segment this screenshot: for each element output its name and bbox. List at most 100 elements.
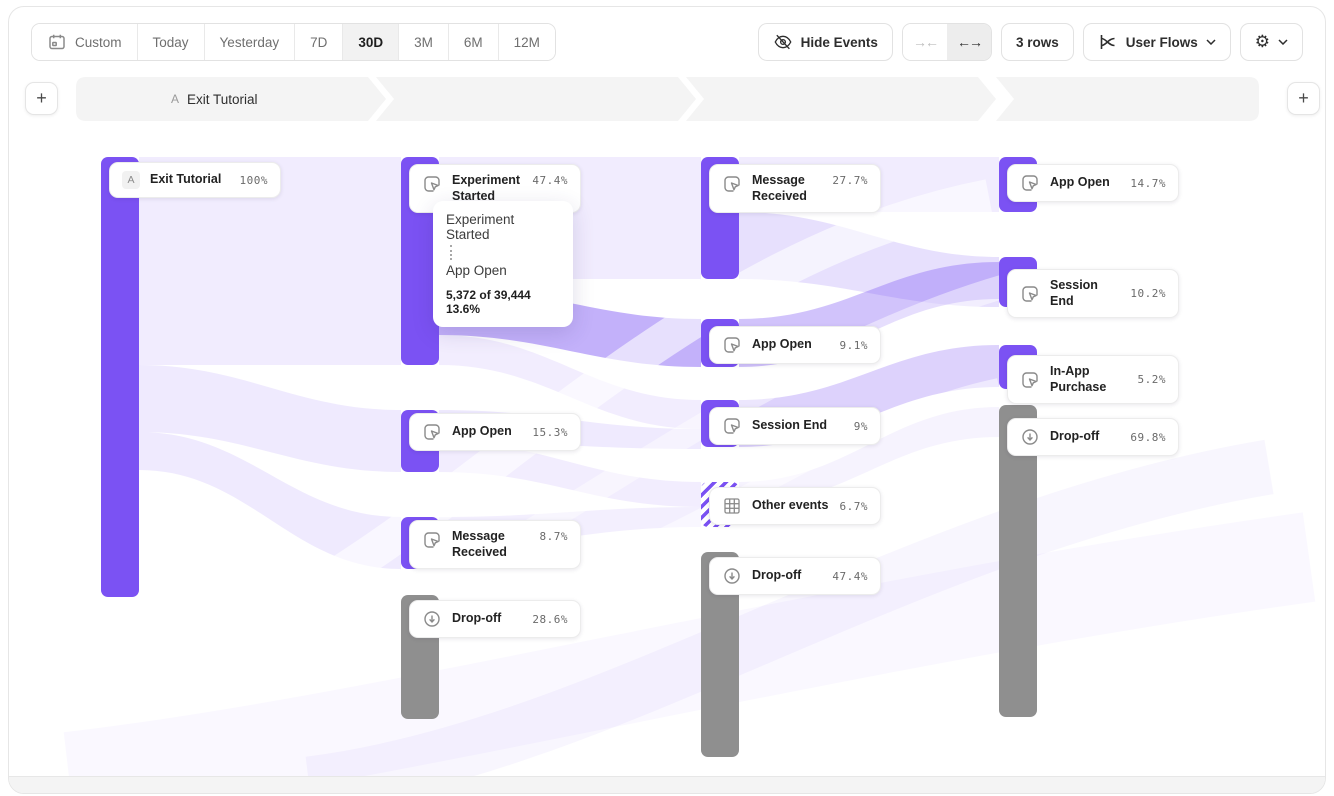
flow-node-bar-dropoff-4[interactable] [999, 405, 1037, 717]
column-width-toggle: →← ←→ [901, 23, 992, 61]
flow-node-card-session-end-4[interactable]: Session End 10.2% [1007, 269, 1179, 319]
collapse-columns-icon[interactable]: →← [902, 24, 947, 60]
node-label: In-App Purchase [1050, 364, 1107, 394]
flow-node-card-app-open-3[interactable]: App Open 9.1% [709, 326, 881, 364]
date-range-selector: Custom Today Yesterday 7D 30D 3M 6M 12M [31, 23, 556, 61]
node-percent: 9% [853, 419, 868, 433]
node-label: Session End [752, 418, 828, 433]
horizontal-scrollbar-track[interactable] [9, 776, 1325, 793]
node-percent: 6.7% [839, 499, 868, 513]
steps-row: + A Exit Tutorial + [9, 77, 1325, 121]
tooltip-detail: 5,372 of 39,444 13.6% [446, 288, 531, 316]
tooltip-source-event: Experiment Started [446, 212, 515, 242]
date-range-label: 12M [513, 34, 540, 50]
node-label: Drop-off [452, 611, 502, 626]
node-label: App Open [1050, 175, 1110, 190]
node-label: Message Received [452, 529, 507, 559]
view-type-dropdown[interactable]: User Flows [1082, 23, 1231, 61]
flow-node-card-app-open-2[interactable]: App Open 15.3% [409, 413, 581, 451]
node-percent: 100% [239, 173, 268, 187]
step-name: Exit Tutorial [187, 91, 258, 107]
link-tooltip: Experiment Started App Open 5,372 of 39,… [433, 201, 573, 327]
add-step-before-button[interactable]: + [25, 82, 58, 115]
tooltip-target-event: App Open [446, 263, 507, 278]
event-icon [724, 176, 740, 192]
drop-off-icon [1022, 429, 1038, 445]
node-percent: 47.4% [832, 569, 868, 583]
date-range-7d[interactable]: 7D [295, 24, 344, 60]
drop-off-icon [724, 568, 740, 584]
flow-node-card-other-events-3[interactable]: Other events 6.7% [709, 487, 881, 525]
event-icon [1022, 175, 1038, 191]
flow-node-card-dropoff-3[interactable]: Drop-off 47.4% [709, 557, 881, 595]
event-icon [724, 418, 740, 434]
app-frame: Custom Today Yesterday 7D 30D 3M 6M 12M … [8, 6, 1326, 794]
node-label: Experiment Started [452, 173, 521, 203]
flow-node-card-dropoff-4[interactable]: Drop-off 69.8% [1007, 418, 1179, 456]
date-range-label: 7D [310, 34, 328, 50]
flow-node-card-dropoff-2[interactable]: Drop-off 28.6% [409, 600, 581, 638]
date-range-label: Today [152, 34, 189, 50]
node-label: App Open [752, 337, 812, 352]
node-percent: 10.2% [1130, 287, 1166, 301]
hide-events-button[interactable]: Hide Events [757, 23, 893, 61]
steps-chevron-track [76, 77, 1259, 121]
plus-icon: + [1298, 88, 1309, 108]
node-percent: 5.2% [1137, 373, 1166, 387]
event-icon [424, 424, 440, 440]
date-range-30d[interactable]: 30D [343, 24, 400, 60]
grid-icon [724, 498, 740, 514]
settings-dropdown[interactable]: ⚙ [1239, 23, 1303, 61]
node-percent: 14.7% [1130, 176, 1166, 190]
date-range-label: Yesterday [219, 34, 280, 50]
flow-node-card-app-open-4[interactable]: App Open 14.7% [1007, 164, 1179, 202]
date-range-yesterday[interactable]: Yesterday [204, 24, 296, 60]
user-flows-canvas: A Exit Tutorial 100% Experiment Started … [9, 137, 1325, 784]
node-percent: 9.1% [839, 338, 868, 352]
flow-node-bar-exit-tutorial[interactable] [101, 157, 139, 597]
flow-node-card-in-app-purchase-4[interactable]: In-App Purchase 5.2% [1007, 355, 1179, 405]
event-icon [424, 532, 440, 548]
node-label: Exit Tutorial [150, 172, 222, 187]
date-range-custom[interactable]: Custom [32, 24, 138, 60]
node-percent: 8.7% [539, 530, 568, 543]
node-label: Drop-off [752, 568, 802, 583]
add-step-after-button[interactable]: + [1287, 82, 1320, 115]
rows-label: 3 rows [1015, 34, 1059, 50]
node-percent: 27.7% [832, 174, 868, 187]
drop-off-icon [424, 611, 440, 627]
flow-node-card-message-received-3[interactable]: Message Received 27.7% [709, 164, 881, 214]
plus-icon: + [36, 88, 47, 108]
date-range-today[interactable]: Today [137, 24, 205, 60]
date-range-label: 3M [414, 34, 433, 50]
eye-off-icon [774, 34, 792, 50]
flow-ribbons [63, 157, 1316, 784]
flow-node-card-exit-tutorial[interactable]: A Exit Tutorial 100% [109, 162, 281, 198]
step-a-badge: A [122, 171, 140, 189]
date-range-6m[interactable]: 6M [448, 24, 499, 60]
node-label: Drop-off [1050, 429, 1100, 444]
chevron-down-icon [1278, 39, 1288, 45]
date-range-label: 6M [463, 34, 483, 50]
tooltip-connector [450, 245, 560, 260]
view-type-label: User Flows [1125, 34, 1198, 50]
steps-banner: A Exit Tutorial [76, 77, 1259, 121]
event-icon [424, 176, 440, 192]
expand-columns-icon[interactable]: ←→ [946, 24, 991, 60]
flow-node-card-message-received-2[interactable]: Message Received 8.7% [409, 520, 581, 570]
flow-node-card-session-end-3[interactable]: Session End 9% [709, 407, 881, 445]
date-range-3m[interactable]: 3M [399, 24, 449, 60]
node-label: Other events [752, 498, 829, 513]
event-icon [1022, 285, 1038, 302]
node-label: App Open [452, 424, 512, 439]
step-letter: A [171, 92, 180, 106]
chevron-down-icon [1206, 39, 1216, 45]
node-percent: 28.6% [532, 612, 568, 626]
rows-button[interactable]: 3 rows [1000, 23, 1074, 61]
date-range-12m[interactable]: 12M [498, 24, 555, 60]
step-a-segment[interactable]: A Exit Tutorial [171, 77, 258, 121]
calendar-icon [49, 34, 65, 50]
hide-events-label: Hide Events [800, 34, 878, 50]
date-range-label: 30D [358, 34, 384, 50]
node-label: Session End [1050, 278, 1098, 308]
